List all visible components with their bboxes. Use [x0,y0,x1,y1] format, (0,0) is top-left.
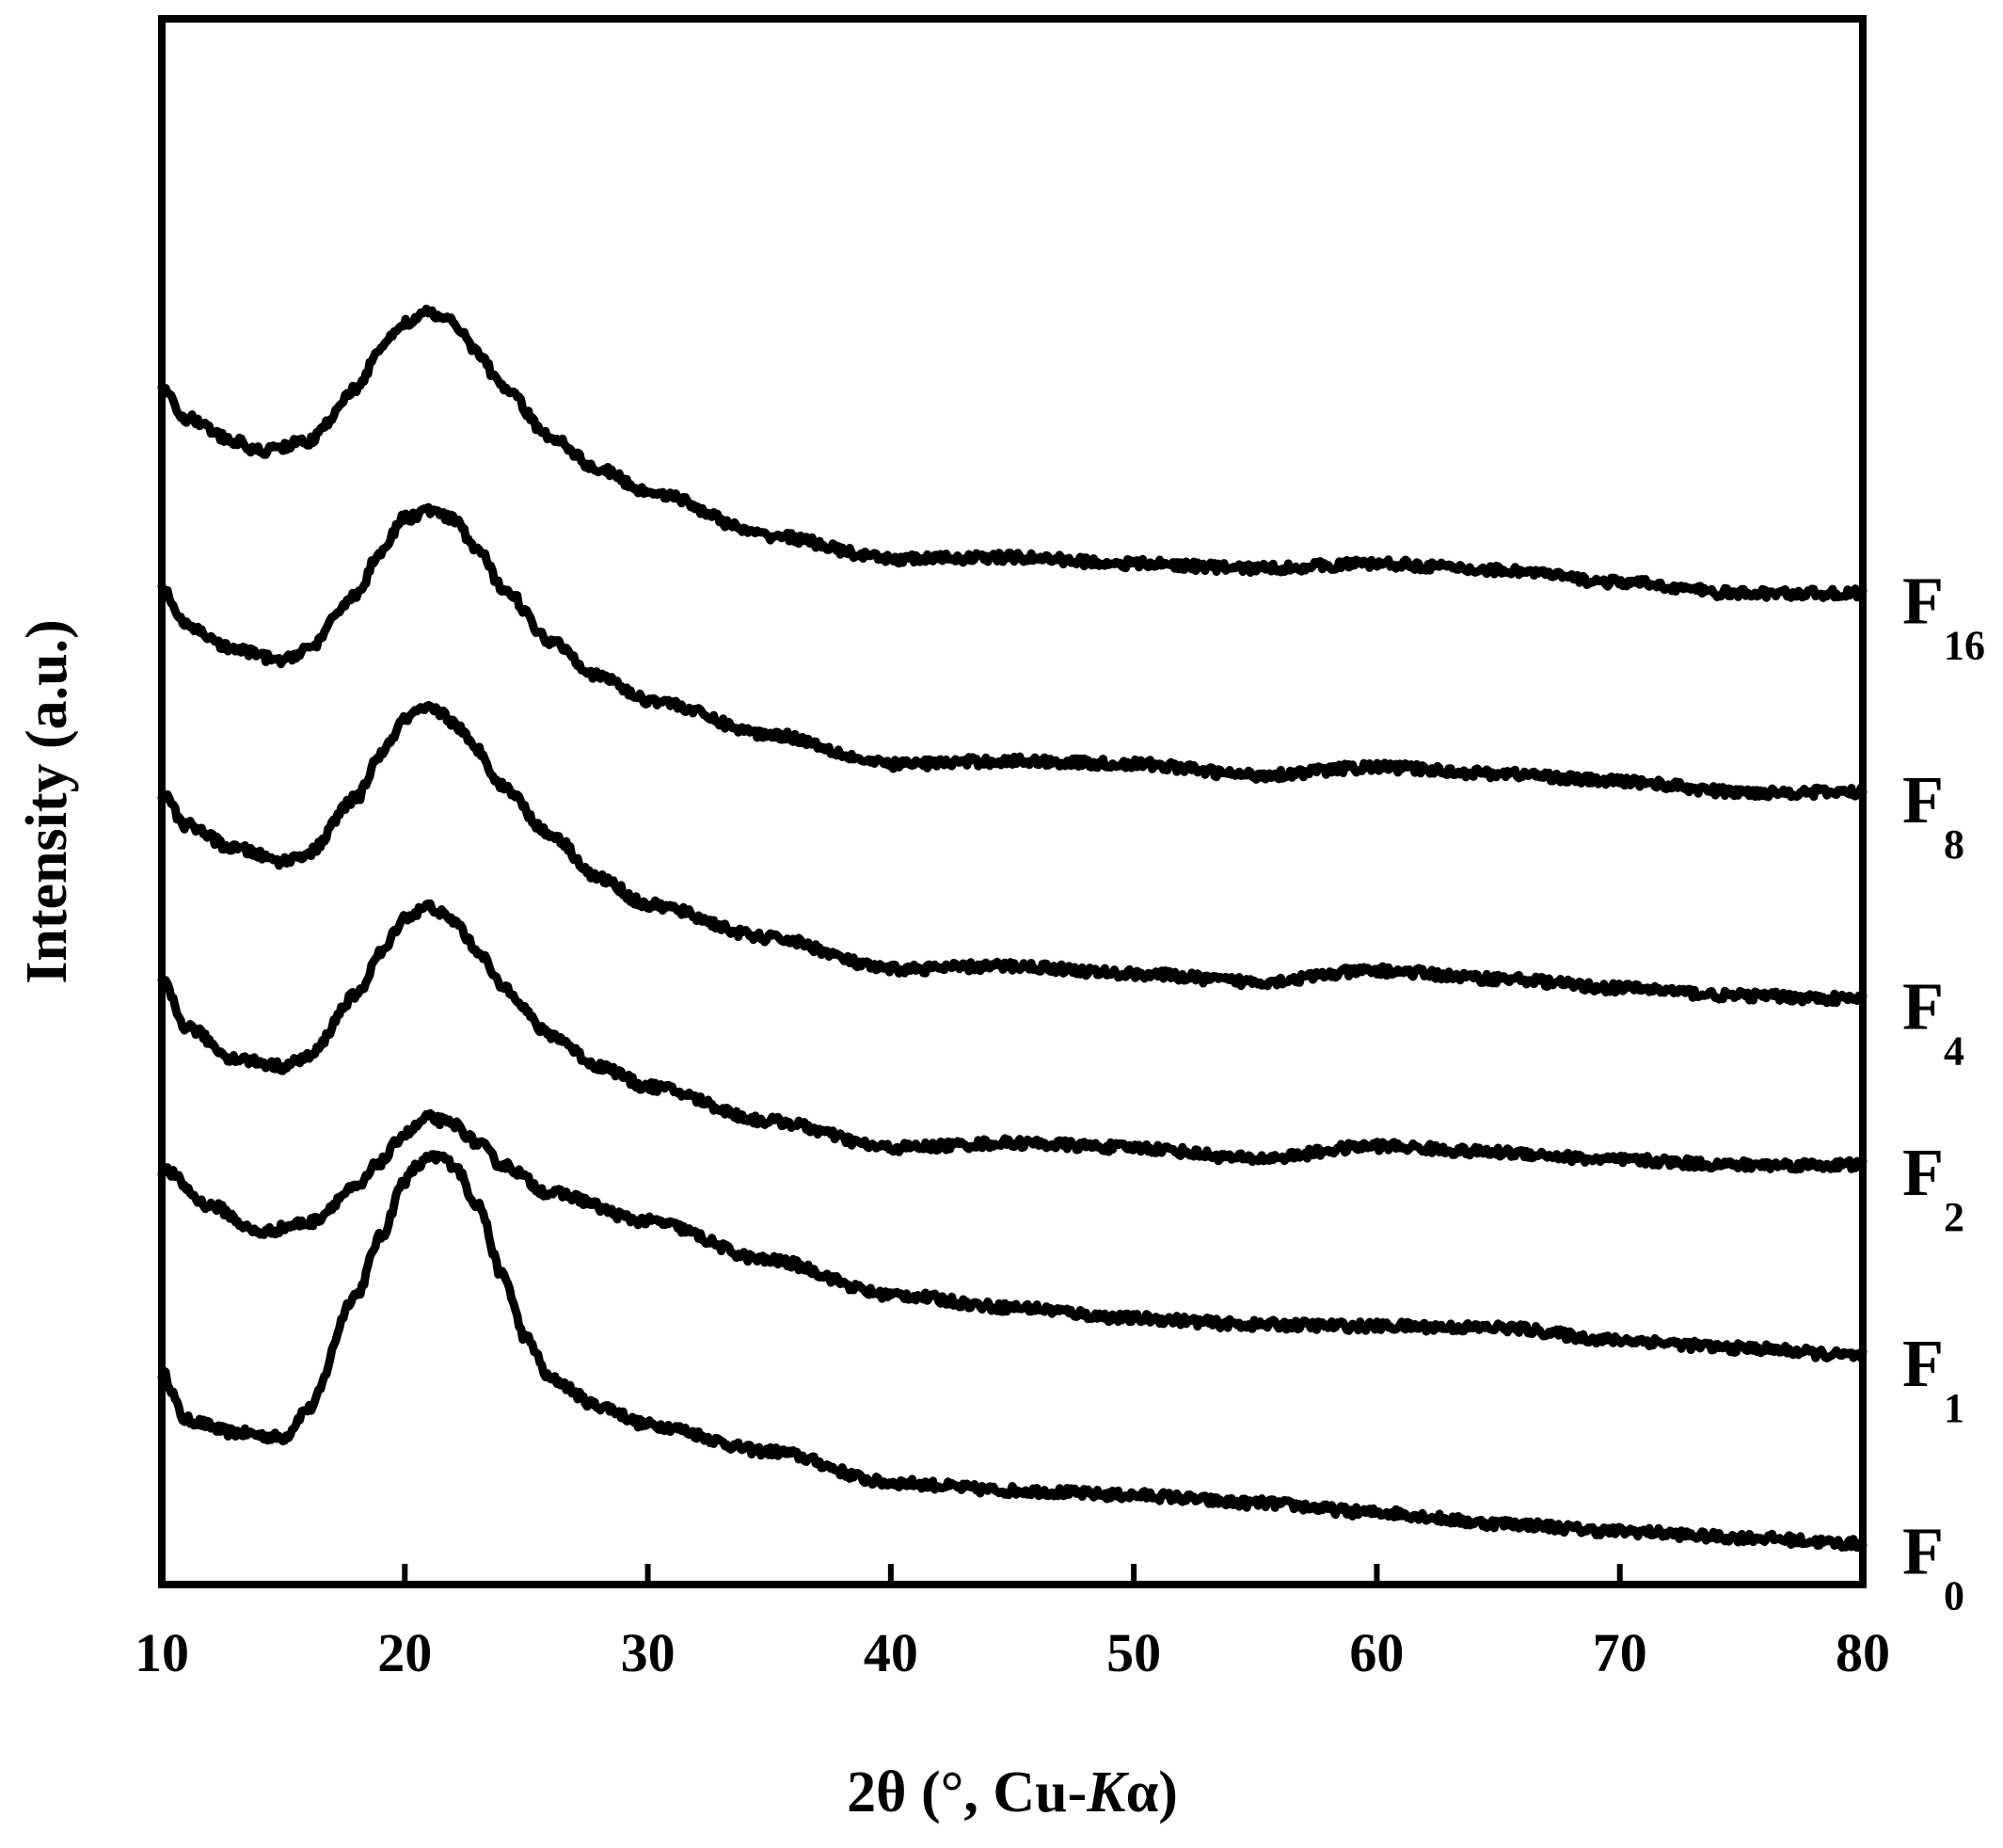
series-label-letter: F [1902,762,1944,837]
series-line-F16 [157,304,1868,602]
x-tick-label-30: 30 [621,1622,676,1683]
x-tick-label-80: 80 [1836,1622,1890,1683]
x-axis-title: 2θ (°, Cu-Kα) [847,1760,1178,1824]
series-label-F8: F8 [1902,762,1964,868]
x-ticks-group: 10 20 30 40 50 60 70 80 [135,1564,1890,1683]
x-tick-label-20: 20 [377,1622,432,1683]
series-line-F4 [157,701,1868,1008]
x-axis-title-italic: K [1086,1760,1129,1824]
x-tick-label-70: 70 [1593,1622,1647,1683]
plot-frame [158,15,1867,1588]
x-tick-label-60: 60 [1349,1622,1404,1683]
series-label-letter: F [1902,1514,1944,1589]
series-label-F1: F1 [1902,1326,1964,1431]
series-label-F4: F4 [1902,969,1964,1075]
series-line-F8 [157,502,1868,802]
series-label-subscript: 16 [1944,623,1985,669]
x-axis-title-tail: α) [1126,1760,1178,1824]
series-label-letter: F [1902,1135,1944,1210]
series-label-subscript: 8 [1944,821,1964,868]
series-label-letter: F [1902,1326,1944,1401]
series-label-subscript: 4 [1944,1028,1964,1075]
y-axis-title: Intensity (a.u.) [15,619,79,984]
series-line-F2 [157,899,1868,1174]
series-line-F1 [157,1108,1868,1362]
series-label-letter: F [1902,969,1944,1044]
x-tick-label-40: 40 [864,1622,918,1683]
series-label-letter: F [1902,564,1944,639]
x-axis-title-main: 2θ (°, Cu- [847,1760,1087,1824]
series-group [157,304,1868,1553]
series-label-F2: F2 [1902,1135,1964,1240]
series-label-subscript: 1 [1944,1385,1964,1431]
series-label-subscript: 2 [1944,1194,1964,1240]
series-label-subscript: 0 [1944,1573,1964,1619]
series-line-F0 [157,1150,1868,1553]
x-tick-label-50: 50 [1106,1622,1161,1683]
series-label-F16: F16 [1902,564,1985,669]
series-label-F0: F0 [1902,1514,1964,1619]
x-tick-label-10: 10 [135,1622,189,1683]
